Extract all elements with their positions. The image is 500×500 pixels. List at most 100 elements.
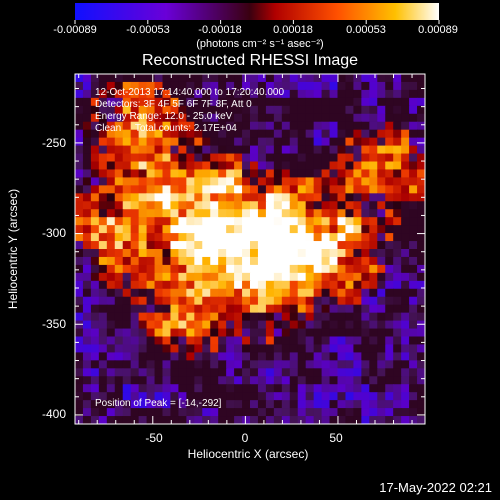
- heatmap-cell: [369, 161, 378, 171]
- heatmap-cell: [289, 249, 299, 258]
- heatmap-cell: [114, 416, 124, 424]
- heatmap-cell: [353, 201, 362, 210]
- heatmap-cell: [122, 161, 132, 171]
- heatmap-cell: [417, 249, 425, 258]
- heatmap-cell: [321, 137, 331, 147]
- heatmap-cell: [297, 256, 307, 266]
- heatmap-cell: [162, 328, 172, 338]
- heatmap-cell: [226, 328, 235, 338]
- heatmap-cell: [313, 169, 323, 178]
- heatmap-cell: [369, 304, 378, 314]
- heatmap-cell: [90, 360, 100, 369]
- heatmap-cell: [202, 288, 211, 298]
- heatmap-cell: [242, 288, 251, 298]
- heatmap-cell: [297, 368, 307, 377]
- heatmap-cell: [162, 161, 172, 171]
- heatmap-cell: [329, 264, 339, 274]
- heatmap-cell: [210, 256, 219, 266]
- heatmap-cell: [393, 74, 402, 83]
- heatmap-cell: [122, 376, 132, 385]
- heatmap-cell: [114, 185, 124, 194]
- heatmap-cell: [90, 408, 100, 417]
- heatmap-cell: [273, 392, 283, 401]
- heatmap-cell: [257, 280, 267, 290]
- heatmap-cell: [138, 217, 148, 226]
- heatmap-cell: [114, 209, 124, 218]
- heatmap-cell: [162, 288, 172, 298]
- heatmap-cell: [329, 193, 339, 202]
- heatmap-cell: [321, 74, 331, 83]
- heatmap-cell: [337, 209, 347, 218]
- heatmap-cell: [265, 344, 275, 353]
- heatmap-cell: [170, 352, 179, 361]
- heatmap-cell: [218, 137, 227, 147]
- heatmap-cell: [154, 288, 164, 298]
- heatmap-cell: [401, 177, 410, 186]
- heatmap-cell: [289, 336, 299, 346]
- heatmap-cell: [210, 336, 219, 346]
- heatmap-cell: [194, 209, 203, 218]
- heatmap-cell: [90, 209, 100, 218]
- heatmap-cell: [178, 89, 187, 99]
- heatmap-cell: [218, 376, 227, 385]
- heatmap-cell: [234, 241, 243, 250]
- heatmap-cell: [138, 368, 148, 377]
- heatmap-cell: [98, 280, 108, 290]
- heatmap-cell: [242, 392, 251, 401]
- heatmap-cell: [242, 193, 251, 202]
- heatmap-cell: [130, 368, 140, 377]
- heatmap-cell: [82, 74, 92, 83]
- heatmap-cell: [138, 121, 148, 131]
- heatmap-cell: [194, 304, 203, 314]
- heatmap-cell: [281, 89, 291, 99]
- heatmap-cell: [154, 320, 164, 330]
- heatmap-cell: [210, 74, 219, 83]
- heatmap-cell: [409, 137, 418, 147]
- heatmap-cell: [154, 304, 164, 314]
- heatmap-cell: [154, 201, 164, 210]
- heatmap-cell: [202, 256, 211, 266]
- heatmap-cell: [146, 177, 156, 186]
- heatmap-cell: [345, 161, 354, 171]
- heatmap-cell: [321, 344, 331, 353]
- heatmap-cell: [289, 137, 299, 147]
- heatmap-cell: [393, 97, 402, 107]
- heatmap-cell: [122, 328, 132, 338]
- heatmap-cell: [313, 145, 323, 155]
- heatmap-cell: [250, 328, 259, 338]
- heatmap-cell: [130, 113, 140, 123]
- heatmap-cell: [385, 368, 394, 377]
- heatmap-cell: [385, 137, 394, 147]
- heatmap-cell: [194, 137, 203, 147]
- heatmap-cell: [337, 113, 347, 123]
- heatmap-cell: [337, 304, 347, 314]
- heatmap-cell: [257, 81, 267, 91]
- heatmap-cell: [106, 296, 116, 306]
- heatmap-cell: [289, 153, 299, 163]
- heatmap-cell: [98, 97, 108, 107]
- heatmap-cell: [345, 177, 354, 186]
- heatmap-cell: [202, 296, 211, 306]
- heatmap-cell: [393, 336, 402, 346]
- heatmap-cell: [313, 89, 323, 99]
- heatmap-cell: [417, 320, 425, 330]
- heatmap-cell: [297, 249, 307, 258]
- heatmap-cell: [170, 344, 179, 353]
- heatmap-cell: [114, 225, 124, 234]
- heatmap-cell: [353, 312, 362, 322]
- heatmap-cell: [385, 408, 394, 417]
- heatmap-cell: [409, 105, 418, 115]
- heatmap-cell: [250, 97, 259, 107]
- heatmap-cell: [82, 256, 92, 266]
- heatmap-cell: [82, 89, 92, 99]
- heatmap-cell: [289, 121, 299, 131]
- heatmap-cell: [273, 280, 283, 290]
- heatmap-cell: [369, 328, 378, 338]
- heatmap-cell: [361, 296, 370, 306]
- heatmap-cell: [138, 225, 148, 234]
- heatmap-cell: [345, 304, 354, 314]
- heatmap-cell: [98, 360, 108, 369]
- heatmap-cell: [186, 121, 195, 131]
- heatmap-cell: [106, 185, 116, 194]
- heatmap-cell: [234, 272, 243, 282]
